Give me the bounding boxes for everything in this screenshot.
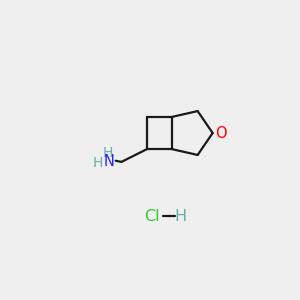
Text: H: H: [174, 209, 186, 224]
Text: H: H: [92, 156, 103, 170]
Text: H: H: [103, 146, 113, 160]
Text: O: O: [215, 125, 227, 140]
Text: N: N: [104, 154, 115, 169]
Text: Cl: Cl: [144, 209, 159, 224]
